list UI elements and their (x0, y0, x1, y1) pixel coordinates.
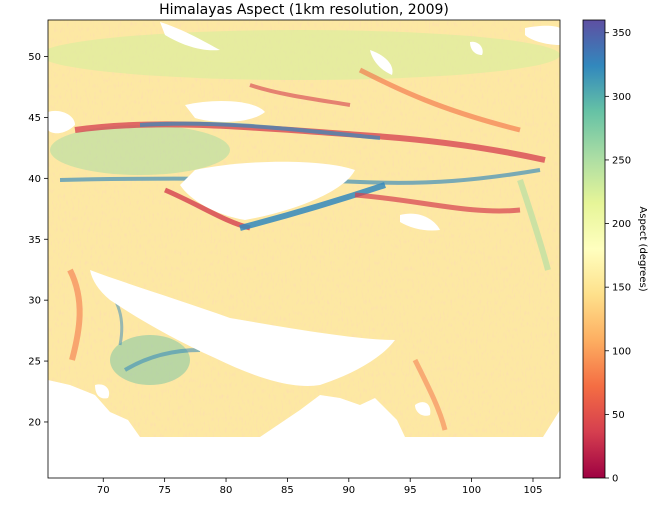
colorbar-tick-label: 150 (612, 283, 631, 294)
x-tick-label: 95 (404, 485, 417, 496)
x-tick-label: 100 (462, 485, 481, 496)
green-slope-band (50, 125, 230, 175)
ridge-band (139, 121, 381, 140)
y-tick-label: 30 (28, 296, 41, 307)
y-tick-label: 35 (28, 235, 41, 246)
x-tick-label: 75 (158, 485, 171, 496)
x-axis: 70 75 80 85 90 95 100 105 (97, 478, 543, 496)
x-tick-label: 105 (523, 485, 542, 496)
map-plot-area: 70 75 80 85 90 95 100 105 20 25 30 35 40 45 50 (28, 19, 561, 496)
colorbar-tick-label: 250 (612, 155, 631, 166)
y-tick-label: 25 (28, 357, 41, 368)
ridge-band (249, 83, 351, 107)
chart-title: Himalayas Aspect (1km resolution, 2009) (159, 2, 449, 18)
colorbar-tick-label: 350 (612, 28, 631, 39)
colorbar-label: Aspect (degrees) (637, 206, 648, 291)
x-tick-label: 90 (342, 485, 355, 496)
ridge-band (412, 358, 448, 431)
colorbar-tick-label: 50 (612, 410, 625, 421)
ridge-band (354, 192, 521, 214)
y-tick-label: 20 (28, 417, 41, 428)
y-tick-label: 45 (28, 113, 41, 124)
x-tick-label: 85 (281, 485, 294, 496)
x-tick-label: 70 (97, 485, 110, 496)
ridge-band (67, 268, 83, 361)
ridge-band (239, 182, 386, 231)
y-tick-label: 40 (28, 174, 41, 185)
colorbar-gradient (582, 19, 606, 479)
ridge-band (358, 67, 521, 133)
colorbar: 0 50 100 150 200 250 300 350 Aspect (degrees) (582, 19, 648, 485)
x-tick-label: 80 (220, 485, 233, 496)
colorbar-tick-label: 200 (612, 219, 631, 230)
colorbar-ticks: 0 50 100 150 200 250 300 350 (605, 28, 631, 485)
y-tick-label: 50 (28, 52, 41, 63)
colorbar-tick-label: 0 (612, 474, 618, 485)
colorbar-tick-label: 100 (612, 346, 631, 357)
ridge-band (123, 348, 201, 372)
aspect-raster (48, 20, 560, 437)
plot-frame (47, 19, 561, 479)
y-axis: 20 25 30 35 40 45 50 (28, 52, 48, 428)
no-data-regions (48, 22, 560, 416)
ridge-band (517, 179, 551, 271)
colorbar-tick-label: 300 (612, 92, 631, 103)
green-slope-band (48, 30, 560, 80)
